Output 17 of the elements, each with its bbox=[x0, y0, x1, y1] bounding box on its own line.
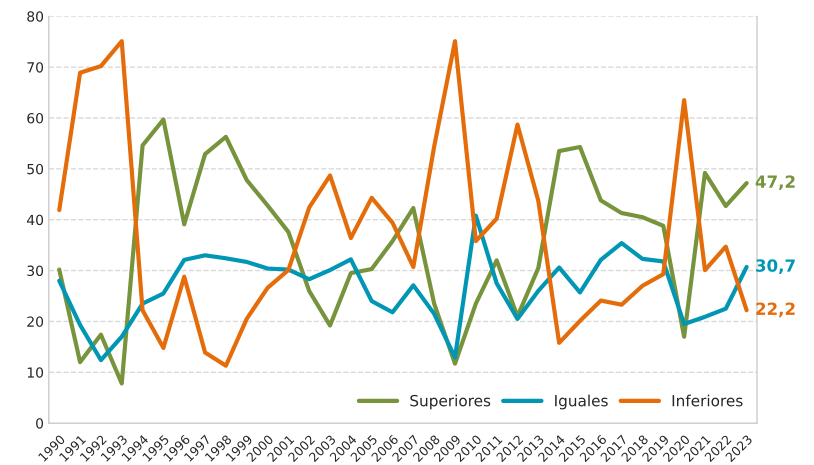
line-series bbox=[57, 214, 749, 362]
data-label: 30,7 bbox=[756, 259, 795, 274]
legend-label: Iguales bbox=[555, 394, 608, 410]
y-tick-label: 20 bbox=[27, 316, 44, 327]
line-series bbox=[57, 39, 749, 368]
y-tick-label: 10 bbox=[28, 367, 44, 378]
y-tick-label: 70 bbox=[27, 62, 44, 73]
y-tick-label: 60 bbox=[27, 112, 44, 124]
data-label: 47,2 bbox=[756, 175, 795, 190]
legend-label: Inferiores bbox=[672, 394, 743, 406]
y-tick-label: 50 bbox=[27, 164, 44, 174]
data-label: 22,2 bbox=[756, 302, 795, 318]
y-tick-label: 0 bbox=[36, 418, 44, 429]
y-tick-label: 40 bbox=[26, 214, 44, 226]
y-tick-label: 80 bbox=[27, 11, 44, 22]
legend-label: Superiores bbox=[410, 394, 490, 410]
y-tick-label: 30 bbox=[27, 266, 44, 276]
